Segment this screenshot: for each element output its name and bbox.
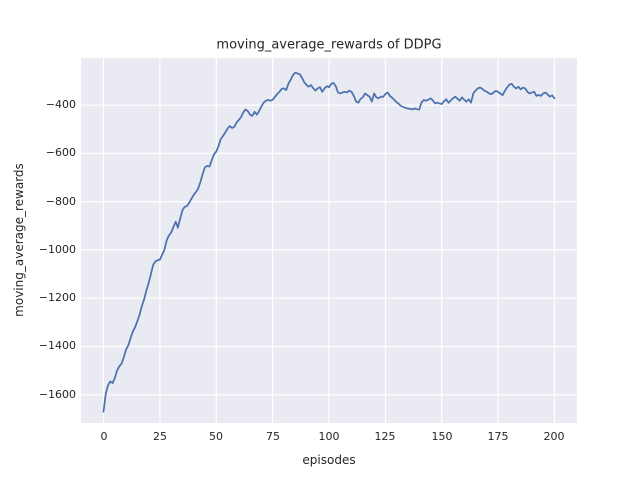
y-tick-label: −600 — [45, 146, 76, 159]
x-tick-label: 0 — [100, 430, 108, 443]
line-chart-canvas — [81, 58, 577, 423]
y-tick-label: −1000 — [38, 243, 76, 256]
y-tick-label: −1400 — [38, 339, 76, 352]
x-tick-label: 150 — [431, 430, 453, 443]
y-tick-label: −1600 — [38, 388, 76, 401]
x-tick-label: 200 — [543, 430, 565, 443]
x-tick-label: 50 — [209, 430, 223, 443]
x-tick-label: 75 — [266, 430, 280, 443]
y-tick-label: −400 — [45, 98, 76, 111]
x-tick-label: 175 — [487, 430, 509, 443]
plot-area — [81, 58, 577, 423]
chart-title: moving_average_rewards of DDPG — [216, 37, 442, 53]
x-tick-label: 25 — [153, 430, 167, 443]
y-tick-label: −1200 — [38, 291, 76, 304]
x-tick-label: 100 — [318, 430, 340, 443]
x-axis-label: episodes — [302, 453, 356, 467]
x-tick-label: 125 — [374, 430, 396, 443]
y-axis-label: moving_average_rewards — [12, 163, 26, 317]
y-tick-label: −800 — [45, 195, 76, 208]
reward-line — [102, 71, 556, 413]
